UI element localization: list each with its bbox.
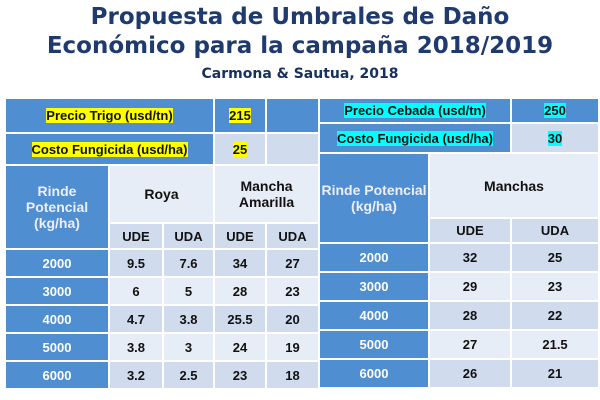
value-cell: 2.5 — [161, 360, 216, 390]
cebada-cost-label-cell: Costo Fungicida (usd/ha) — [317, 122, 513, 154]
cebada-rinde-header: Rinde Potencial (kg/ha) — [318, 152, 430, 244]
rinde-cell: 3000 — [4, 276, 110, 306]
empty-cell — [265, 132, 321, 166]
value-cell: 22 — [510, 300, 600, 331]
value-cell: 23 — [510, 271, 600, 302]
trigo-price-value: 215 — [229, 108, 251, 123]
value-cell: 21.5 — [510, 329, 600, 360]
trigo-price-cell: 215 — [213, 97, 268, 134]
table-row: 6000 3.2 2.5 23 18 — [4, 360, 321, 390]
author-line: Carmona & Sautua, 2018 — [201, 66, 399, 82]
value-cell: 29 — [427, 271, 513, 302]
manchas-header: Manchas — [427, 152, 600, 219]
rinde-cell: 4000 — [318, 300, 430, 331]
value-cell: 24 — [213, 332, 268, 362]
ude-header: UDE — [427, 217, 513, 244]
trigo-cost-label: Costo Fungicida (usd/ha) — [31, 141, 188, 157]
title-line-1: Propuesta de Umbrales de Daño — [90, 4, 510, 30]
ude-header: UDE — [213, 222, 268, 250]
table-row: 4000 28 22 — [318, 300, 600, 331]
cebada-cost-cell: 30 — [510, 122, 600, 154]
value-cell: 7.6 — [161, 248, 216, 278]
value-cell: 21 — [510, 358, 600, 389]
table-row: 3000 29 23 — [318, 271, 600, 302]
value-cell: 20 — [265, 304, 321, 334]
empty-cell — [265, 97, 321, 134]
trigo-cost-value: 25 — [232, 141, 248, 157]
value-cell: 3.2 — [108, 360, 164, 390]
trigo-table: Precio Trigo (usd/tn) 215 Costo Fungicid… — [3, 97, 321, 390]
rinde-cell: 4000 — [4, 304, 110, 334]
table-row: 5000 27 21.5 — [318, 329, 600, 360]
table-row: 4000 4.7 3.8 25.5 20 — [4, 304, 321, 334]
rinde-cell: 2000 — [318, 242, 430, 273]
value-cell: 23 — [213, 360, 268, 390]
value-cell: 27 — [265, 248, 321, 278]
cebada-price-cell: 250 — [510, 97, 600, 124]
trigo-cost-label-cell: Costo Fungicida (usd/ha) — [3, 132, 216, 166]
rinde-cell: 6000 — [4, 360, 110, 390]
value-cell: 34 — [213, 248, 268, 278]
table-row: 2000 32 25 — [318, 242, 600, 273]
value-cell: 32 — [427, 242, 513, 273]
value-cell: 3.8 — [161, 304, 216, 334]
value-cell: 23 — [265, 276, 321, 306]
table-row: 3000 6 5 28 23 — [4, 276, 321, 306]
rinde-cell: 5000 — [318, 329, 430, 360]
value-cell: 26 — [427, 358, 513, 389]
mancha-amarilla-header: Mancha Amarilla — [213, 164, 321, 224]
table-row: 6000 26 21 — [318, 358, 600, 389]
cebada-price-value: 250 — [544, 103, 566, 118]
uda-header: UDA — [265, 222, 321, 250]
cebada-table: Precio Cebada (usd/tn) 250 Costo Fungici… — [317, 97, 600, 389]
value-cell: 28 — [213, 276, 268, 306]
value-cell: 3 — [161, 332, 216, 362]
value-cell: 6 — [108, 276, 164, 306]
value-cell: 25.5 — [213, 304, 268, 334]
trigo-cost-cell: 25 — [213, 132, 268, 166]
trigo-rinde-header: Rinde Potencial (kg/ha) — [4, 164, 110, 250]
title-line-2: Económico para la campaña 2018/2019 — [46, 33, 554, 59]
rinde-cell: 6000 — [318, 358, 430, 389]
value-cell: 28 — [427, 300, 513, 331]
roya-header: Roya — [107, 164, 216, 224]
cebada-price-label: Precio Cebada (usd/tn) — [344, 103, 486, 118]
uda-header: UDA — [161, 222, 216, 250]
cebada-cost-label: Costo Fungicida (usd/ha) — [337, 130, 493, 146]
rinde-cell: 5000 — [4, 332, 110, 362]
rinde-cell: 3000 — [318, 271, 430, 302]
cebada-cost-value: 30 — [547, 130, 563, 146]
value-cell: 18 — [265, 360, 321, 390]
table-row: 2000 9.5 7.6 34 27 — [4, 248, 321, 278]
value-cell: 5 — [161, 276, 216, 306]
value-cell: 19 — [265, 332, 321, 362]
uda-header: UDA — [510, 217, 600, 244]
value-cell: 3.8 — [108, 332, 164, 362]
cebada-price-label-cell: Precio Cebada (usd/tn) — [317, 97, 513, 124]
trigo-price-label-cell: Precio Trigo (usd/tn) — [3, 97, 216, 134]
table-row: 5000 3.8 3 24 19 — [4, 332, 321, 362]
trigo-price-label: Precio Trigo (usd/tn) — [46, 108, 173, 123]
value-cell: 27 — [427, 329, 513, 360]
value-cell: 9.5 — [108, 248, 164, 278]
rinde-cell: 2000 — [4, 248, 110, 278]
value-cell: 4.7 — [108, 304, 164, 334]
ude-header: UDE — [108, 222, 164, 250]
value-cell: 25 — [510, 242, 600, 273]
